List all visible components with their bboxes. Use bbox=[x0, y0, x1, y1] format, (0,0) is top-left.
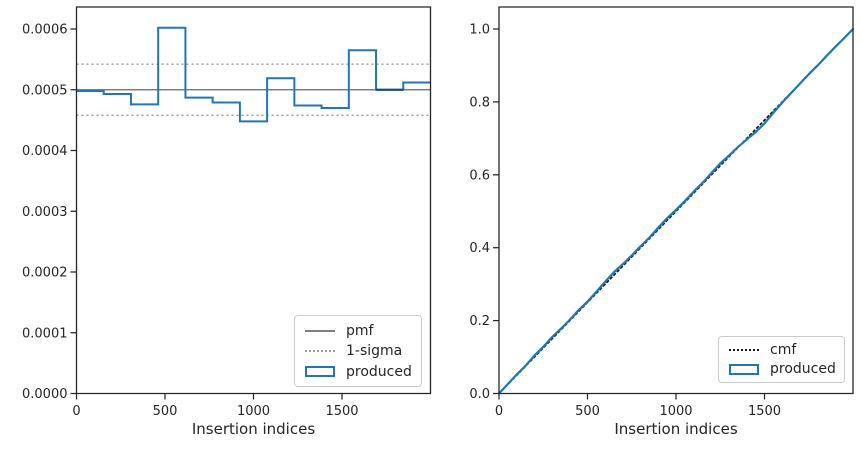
y-tick-label: 0.0006 bbox=[22, 23, 68, 38]
pmf-subplot: 0 500 1000 1500 0.0000 0.0001 0.0002 0.0003 0.00… bbox=[22, 6, 432, 419]
legend-label-cmf: cmf bbox=[770, 342, 797, 358]
legend-item-produced: produced bbox=[729, 361, 836, 377]
cmf-dotted-line-swatch bbox=[729, 349, 759, 351]
y-tick-label: 1.0 bbox=[469, 23, 490, 38]
right-xaxis-label: Insertion indices bbox=[614, 420, 738, 438]
legend-label-produced: produced bbox=[770, 361, 836, 377]
x-tick-label: 1000 bbox=[237, 404, 270, 419]
legend-item-1-sigma: 1-sigma bbox=[305, 343, 411, 359]
legend-item-pmf: pmf bbox=[305, 323, 411, 339]
y-tick-label: 0.0003 bbox=[22, 205, 68, 220]
y-tick-label: 0.0001 bbox=[22, 326, 68, 341]
y-tick-label: 0.0 bbox=[469, 387, 490, 402]
y-tick-label: 0.2 bbox=[469, 314, 490, 329]
legend-label-produced: produced bbox=[346, 363, 412, 380]
legend-item-produced: produced bbox=[305, 363, 412, 380]
y-tick-label: 0.0004 bbox=[22, 144, 68, 159]
right-legend: cmf produced bbox=[718, 336, 845, 383]
left-legend: pmf 1-sigma produced bbox=[294, 315, 422, 387]
x-tick-label: 1500 bbox=[748, 404, 781, 419]
y-tick-label: 0.8 bbox=[469, 95, 490, 110]
x-tick-label: 0 bbox=[495, 404, 503, 419]
pmf-line-swatch bbox=[305, 329, 335, 332]
y-tick-label: 0.0005 bbox=[22, 83, 68, 98]
sigma-dotted-line-swatch bbox=[305, 350, 335, 352]
legend-label-pmf: pmf bbox=[346, 322, 374, 339]
produced-rect-swatch bbox=[729, 363, 759, 375]
x-tick-label: 0 bbox=[72, 404, 80, 419]
y-tick-label: 0.0002 bbox=[22, 266, 68, 281]
y-tick-label: 0.4 bbox=[469, 241, 490, 256]
x-tick-label: 1000 bbox=[659, 404, 692, 419]
left-xaxis-label: Insertion indices bbox=[191, 420, 316, 438]
axes-spines bbox=[498, 6, 854, 395]
legend-item-cmf: cmf bbox=[729, 342, 834, 358]
cmf-subplot: 0 500 1000 1500 0.0 0.2 0.4 0.6 0.8 1.0 bbox=[469, 6, 855, 419]
series-produced bbox=[76, 26, 431, 123]
axes-spines bbox=[75, 6, 432, 395]
x-tick-label: 500 bbox=[575, 404, 600, 419]
legend-label-1-sigma: 1-sigma bbox=[346, 343, 403, 359]
x-tick-label: 500 bbox=[153, 404, 178, 419]
y-tick-label: 0.0000 bbox=[22, 387, 68, 402]
series-produced bbox=[497, 27, 855, 395]
x-tick-label: 1500 bbox=[325, 404, 358, 419]
y-tick-label: 0.6 bbox=[469, 168, 490, 183]
produced-rect-swatch bbox=[305, 366, 335, 377]
